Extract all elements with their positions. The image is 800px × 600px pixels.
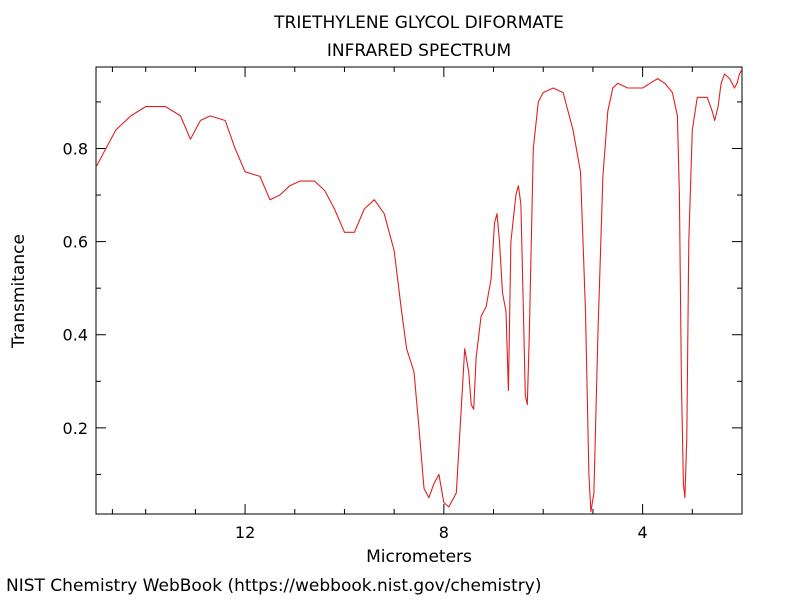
- spectrum-series: [95, 69, 743, 513]
- x-tick-label: 8: [439, 523, 449, 542]
- x-axis-label: Micrometers: [366, 547, 472, 567]
- axis-ticks: [96, 67, 742, 514]
- transmittance-line: [95, 69, 743, 513]
- y-axis-label: Transmitance: [9, 234, 29, 349]
- y-tick-label: 0.2: [63, 419, 88, 438]
- x-tick-label: 4: [638, 523, 648, 542]
- y-tick-label: 0.8: [63, 139, 88, 158]
- axis-tick-labels: 12 8 4 0.2 0.4 0.6 0.8: [63, 139, 648, 542]
- y-tick-label: 0.6: [63, 233, 88, 252]
- source-credit: NIST Chemistry WebBook (https://webbook.…: [6, 576, 542, 596]
- x-tick-label: 12: [235, 523, 255, 542]
- chart-title: TRIETHYLENE GLYCOL DIFORMATE: [273, 13, 564, 33]
- chart-subtitle: INFRARED SPECTRUM: [327, 41, 511, 61]
- y-tick-label: 0.4: [63, 326, 88, 345]
- plot-frame: [95, 66, 743, 515]
